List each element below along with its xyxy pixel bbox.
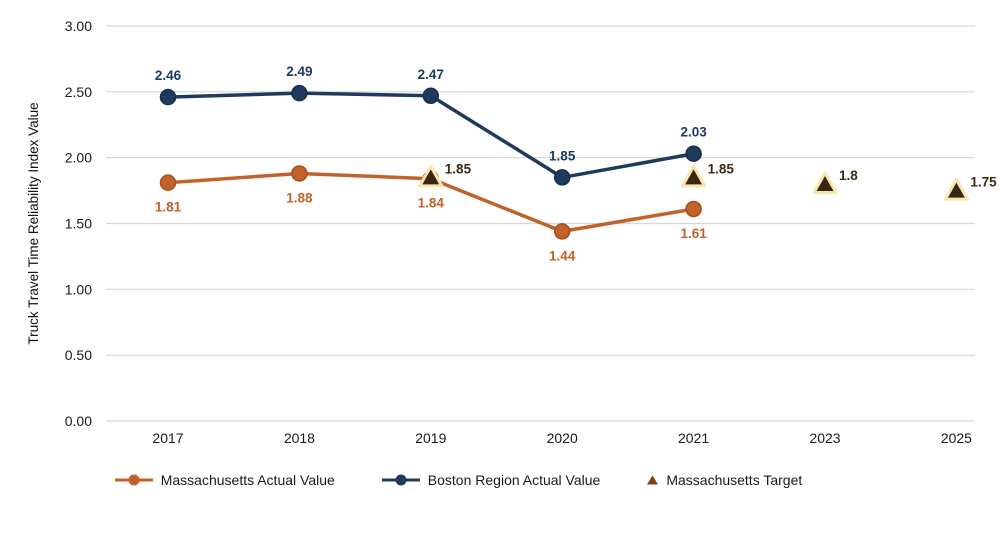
y-tick-label: 2.00 xyxy=(65,150,92,166)
data-label-boston-region-actual-value: 2.47 xyxy=(418,67,444,82)
triangle-marker-icon xyxy=(646,474,659,486)
data-label-boston-region-actual-value: 2.49 xyxy=(286,64,312,79)
x-axis-label: 2018 xyxy=(284,430,315,446)
data-point-boston-region-actual-value xyxy=(159,88,177,106)
line-circle-marker-icon xyxy=(381,473,421,487)
target-marker-massachusetts-target xyxy=(943,178,969,201)
target-marker-massachusetts-target xyxy=(812,171,838,194)
data-point-boston-region-actual-value xyxy=(685,145,702,162)
x-axis-label: 2020 xyxy=(547,430,578,446)
y-tick-label: 0.00 xyxy=(65,413,92,429)
y-tick-label: 0.50 xyxy=(65,347,92,363)
data-label-massachusetts-target: 1.85 xyxy=(445,161,472,176)
legend-item-massachusetts-actual-value: Massachusetts Actual Value xyxy=(114,472,335,488)
x-axis-label: 2017 xyxy=(152,430,183,446)
legend-label: Massachusetts Target xyxy=(666,472,803,488)
series-line-boston-region-actual-value xyxy=(167,91,694,180)
data-point-boston-region-actual-value xyxy=(422,87,440,105)
data-label-massachusetts-actual-value: 1.84 xyxy=(418,196,445,211)
data-label-massachusetts-actual-value: 1.61 xyxy=(680,226,707,241)
data-point-massachusetts-actual-value xyxy=(553,223,571,240)
data-label-massachusetts-target: 1.8 xyxy=(839,168,858,183)
data-label-massachusetts-target: 1.85 xyxy=(708,161,735,176)
legend-item-massachusetts-target: Massachusetts Target xyxy=(646,472,802,488)
data-point-massachusetts-actual-value xyxy=(685,200,702,218)
data-label-massachusetts-actual-value: 1.44 xyxy=(549,248,576,263)
data-point-massachusetts-actual-value xyxy=(159,174,177,191)
y-tick-label: 1.50 xyxy=(65,216,92,232)
legend-item-boston-region-actual-value: Boston Region Actual Value xyxy=(381,472,601,488)
data-point-massachusetts-actual-value xyxy=(291,165,308,182)
legend-label: Massachusetts Actual Value xyxy=(160,472,335,488)
y-axis-title: Truck Travel Time Reliability Index Valu… xyxy=(26,102,41,344)
y-tick-label: 1.00 xyxy=(65,281,92,297)
x-axis-label: 2021 xyxy=(678,430,709,446)
y-tick-label: 2.50 xyxy=(65,84,92,100)
data-label-boston-region-actual-value: 2.03 xyxy=(680,125,707,140)
data-label-massachusetts-actual-value: 1.88 xyxy=(286,190,313,205)
data-label-massachusetts-target: 1.75 xyxy=(970,175,997,190)
truck-travel-time-reliability-chart: 3.00 2.50 2.00 1.50 1.00 0.50 0.00 Truck Travel… xyxy=(26,18,997,446)
x-axis-label: 2019 xyxy=(415,430,446,446)
y-tick-label: 3.00 xyxy=(65,18,92,34)
x-axis-label: 2023 xyxy=(809,430,840,446)
x-axis-label: 2025 xyxy=(941,430,972,446)
target-marker-massachusetts-target xyxy=(681,164,707,188)
legend-label: Boston Region Actual Value xyxy=(427,472,601,488)
data-point-boston-region-actual-value xyxy=(291,84,308,102)
line-circle-marker-icon xyxy=(114,473,154,487)
data-point-boston-region-actual-value xyxy=(553,169,571,186)
data-label-boston-region-actual-value: 1.85 xyxy=(549,148,576,163)
data-label-boston-region-actual-value: 2.46 xyxy=(155,68,182,83)
target-marker-massachusetts-target xyxy=(418,164,444,188)
chart-legend: Massachusetts Actual Value Boston Region… xyxy=(0,472,958,488)
data-label-massachusetts-actual-value: 1.81 xyxy=(155,200,182,215)
